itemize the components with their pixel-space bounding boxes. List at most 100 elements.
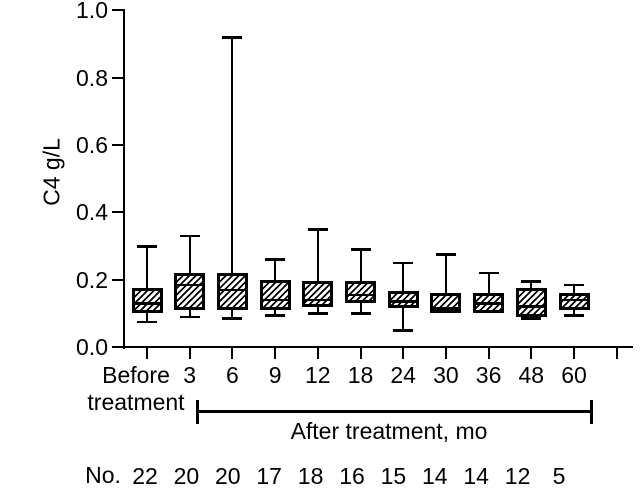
y-axis-line <box>123 9 125 349</box>
x-tick-6 <box>231 348 234 359</box>
box-before-treatment-lower-whisker <box>146 312 148 322</box>
box-12-upper-whisker <box>316 229 319 283</box>
box-48-rect <box>515 288 547 317</box>
box-48-lower-cap <box>521 317 542 320</box>
box-48-median <box>515 305 547 308</box>
box-30-upper-cap <box>435 253 456 256</box>
x-tick-label-60: 60 <box>561 362 587 388</box>
bracket-line <box>197 410 592 413</box>
box-9-rect <box>259 279 291 310</box>
box-18-upper-cap <box>350 248 371 251</box>
box-before-treatment-rect <box>131 288 163 314</box>
box-48-upper-whisker <box>530 281 533 290</box>
box-24-lower-whisker <box>402 307 405 331</box>
count-value-1: 20 <box>173 463 200 489</box>
x-tick-12 <box>316 348 319 359</box>
box-6-median <box>216 288 248 292</box>
y-tick-label-0.0: 0.0 <box>76 334 108 360</box>
x-tick-label-3: 3 <box>183 362 197 388</box>
box-3-median <box>174 283 206 287</box>
box-24-lower-cap <box>393 329 414 332</box>
box-18-median <box>345 293 376 297</box>
x-tick-48 <box>530 348 533 359</box>
box-3-lower-cap <box>179 315 200 319</box>
after-treatment-bracket-label: After treatment, mo <box>290 418 488 444</box>
box-6-lower-whisker <box>231 308 234 319</box>
box-60-lower-whisker <box>573 308 575 316</box>
box-24-rect <box>387 291 419 309</box>
box-9-upper-cap <box>265 258 286 261</box>
box-3-upper-whisker <box>188 235 191 274</box>
y-tick-label-0.6: 0.6 <box>76 132 108 159</box>
count-value-0: 22 <box>132 463 158 489</box>
x-tick-60 <box>573 348 575 359</box>
box-3-rect <box>174 272 206 310</box>
y-tick-0.2 <box>112 278 123 281</box>
box-24-upper-whisker <box>402 262 405 293</box>
count-value-8: 14 <box>463 463 489 489</box>
box-3-lower-whisker <box>188 308 191 317</box>
x-tick-30 <box>444 348 447 359</box>
x-axis-line <box>123 346 633 348</box>
x-tick-3 <box>188 348 191 359</box>
box-9-lower-cap <box>265 314 286 317</box>
box-30-upper-whisker <box>444 254 447 295</box>
count-value-5: 16 <box>339 463 365 489</box>
box-18-upper-whisker <box>359 249 362 283</box>
y-tick-0.0 <box>112 346 123 348</box>
box-48-upper-cap <box>521 280 542 283</box>
x-tick-18 <box>359 348 362 359</box>
box-before-treatment-upper-whisker <box>146 246 148 290</box>
box-before-treatment-lower-cap <box>137 320 157 324</box>
box-24-median <box>387 300 419 303</box>
bracket-left-tick <box>196 400 199 424</box>
box-12-rect <box>302 281 334 307</box>
count-value-9: 12 <box>504 463 531 489</box>
count-value-7: 14 <box>422 463 448 489</box>
box-before-treatment-upper-cap <box>137 245 157 248</box>
x-tick-extra <box>615 348 618 359</box>
box-12-lower-cap <box>307 312 328 315</box>
box-12-lower-whisker <box>316 305 319 314</box>
box-before-treatment-median <box>131 302 163 305</box>
x-tick-label-30: 30 <box>433 362 459 388</box>
y-tick-0.4 <box>112 211 123 214</box>
x-tick-24 <box>402 348 405 359</box>
x-tick-label-18: 18 <box>347 362 374 388</box>
x-tick-label-9: 9 <box>268 362 282 388</box>
box-9-upper-whisker <box>274 259 277 281</box>
y-tick-1.0 <box>112 9 123 12</box>
box-60-upper-cap <box>564 283 584 287</box>
x-tick-label-24: 24 <box>390 362 416 388</box>
count-value-4: 18 <box>297 463 324 489</box>
box-18-rect <box>345 281 376 304</box>
box-60-rect <box>558 293 590 310</box>
y-tick-label-0.8: 0.8 <box>76 64 108 91</box>
box-3-upper-cap <box>179 234 200 238</box>
box-30-median <box>430 307 462 310</box>
box-12-median <box>302 298 334 302</box>
y-tick-0.6 <box>112 144 123 147</box>
x-tick-label-48: 48 <box>518 362 545 388</box>
box-60-upper-whisker <box>573 284 575 295</box>
count-value-6: 15 <box>380 463 407 489</box>
box-18-lower-cap <box>350 312 371 315</box>
box-9-lower-whisker <box>274 308 277 316</box>
box-60-lower-cap <box>564 314 584 317</box>
y-tick-label-0.2: 0.2 <box>76 266 108 293</box>
y-tick-0.8 <box>112 76 123 79</box>
y-tick-label-1.0: 1.0 <box>76 0 108 24</box>
x-tick-label-before-treatment: Before treatment <box>87 362 185 415</box>
box-6-lower-cap <box>222 317 243 320</box>
box-30-rect <box>430 293 462 314</box>
box-12-upper-cap <box>307 228 328 231</box>
x-tick-label-12: 12 <box>305 362 331 388</box>
box-36-upper-whisker <box>487 272 490 295</box>
box-6-upper-whisker <box>231 37 234 274</box>
box-36-upper-cap <box>478 271 499 275</box>
x-tick-9 <box>274 348 277 359</box>
count-value-2: 20 <box>215 463 241 489</box>
box-60-median <box>558 298 590 302</box>
x-tick-label-36: 36 <box>475 362 502 388</box>
